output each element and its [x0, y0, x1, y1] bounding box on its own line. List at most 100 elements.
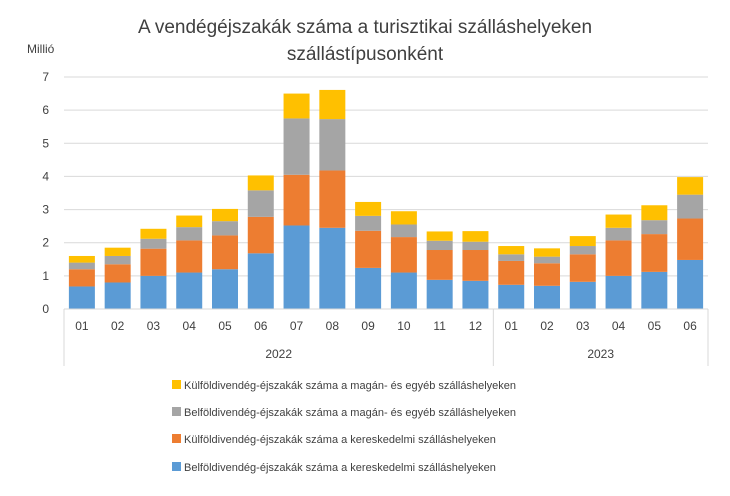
x-group-label: 2022 — [265, 347, 292, 361]
x-tick-label: 01 — [75, 319, 89, 333]
bar-segment-series-2 — [390, 224, 417, 238]
bar-segment-series-0 — [247, 253, 274, 309]
x-tick-label: 07 — [290, 319, 304, 333]
x-tick-label: 12 — [469, 319, 483, 333]
bar-segment-series-3 — [212, 208, 238, 222]
chart-title-line2: szállástípusonként — [287, 44, 444, 65]
x-tick-label: 10 — [397, 319, 411, 333]
bar-segment-series-2 — [104, 255, 131, 265]
bar-segment-series-2 — [355, 215, 382, 231]
bar-segment-series-0 — [355, 267, 382, 309]
x-tick-label: 03 — [576, 319, 590, 333]
bars — [68, 89, 704, 309]
bar-segment-series-0 — [426, 279, 453, 309]
bar-segment-series-2 — [569, 246, 596, 255]
y-tick-label: 1 — [42, 269, 49, 283]
bar-segment-series-0 — [283, 225, 310, 309]
bar-segment-series-2 — [641, 220, 668, 235]
x-tick-label: 05 — [648, 319, 662, 333]
legend-label-series-1: Külföldivendég-éjszakák száma a keresked… — [184, 434, 496, 446]
bar-segment-series-3 — [569, 236, 596, 247]
bar-segment-series-1 — [534, 263, 560, 286]
bar-segment-series-0 — [104, 282, 131, 309]
bar-segment-series-3 — [498, 246, 525, 255]
bar-segment-series-0 — [390, 272, 417, 309]
y-tick-label: 0 — [42, 302, 49, 316]
x-tick-label: 06 — [683, 319, 697, 333]
y-tick-label: 3 — [42, 203, 49, 217]
bar-segment-series-0 — [462, 280, 489, 309]
bar-segment-series-3 — [68, 255, 95, 263]
bar-segment-series-3 — [176, 215, 203, 228]
bar-segment-series-2 — [498, 254, 525, 261]
bar-segment-series-1 — [212, 235, 238, 270]
y-tick-label: 6 — [42, 103, 49, 117]
bar-segment-series-2 — [426, 240, 453, 251]
x-tick-label: 02 — [111, 319, 125, 333]
bar-segment-series-0 — [641, 271, 668, 309]
y-axis-ticks: 0 1 2 3 4 5 6 7 — [42, 70, 49, 316]
bar-segment-series-1 — [68, 269, 95, 287]
bar-segment-series-3 — [462, 231, 489, 242]
bar-segment-series-3 — [355, 201, 382, 216]
bar-segment-series-2 — [176, 227, 203, 241]
bar-segment-series-2 — [605, 227, 632, 241]
legend: Külföldivendég-éjszakák száma a magán- é… — [172, 380, 516, 474]
bar-segment-series-1 — [569, 254, 596, 282]
bar-segment-series-2 — [212, 221, 238, 236]
x-tick-label: 05 — [218, 319, 232, 333]
bar-segment-series-1 — [283, 174, 310, 226]
bar-segment-series-3 — [534, 248, 560, 257]
bar-segment-series-2 — [68, 262, 95, 270]
bar-segment-series-1 — [498, 260, 525, 285]
x-tick-label: 06 — [254, 319, 268, 333]
y-axis-unit-label: Millió — [27, 42, 55, 56]
bar-segment-series-1 — [140, 248, 167, 276]
bar-segment-series-3 — [283, 93, 310, 119]
bar-segment-series-0 — [176, 272, 203, 309]
x-tick-label: 02 — [540, 319, 554, 333]
bar-segment-series-2 — [677, 194, 704, 219]
bar-segment-series-1 — [641, 234, 668, 272]
bar-segment-series-2 — [247, 190, 274, 217]
bar-segment-series-1 — [104, 264, 131, 283]
bar-segment-series-1 — [176, 240, 203, 273]
bar-segment-series-1 — [426, 250, 453, 280]
bar-segment-series-0 — [68, 286, 95, 309]
bar-segment-series-0 — [605, 275, 632, 309]
y-tick-label: 4 — [42, 169, 49, 183]
bar-segment-series-2 — [462, 241, 489, 251]
x-tick-label: 01 — [505, 319, 519, 333]
legend-label-series-3: Külföldivendég-éjszakák száma a magán- é… — [184, 380, 516, 392]
y-tick-label: 2 — [42, 236, 49, 250]
bar-segment-series-1 — [390, 237, 417, 273]
bar-segment-series-3 — [605, 214, 632, 228]
x-tick-label: 08 — [326, 319, 340, 333]
bar-segment-series-0 — [677, 259, 704, 309]
bar-segment-series-0 — [498, 284, 525, 309]
legend-label-series-2: Belföldivendég-éjszakák száma a magán- é… — [184, 407, 516, 419]
bar-segment-series-3 — [390, 211, 417, 225]
bar-segment-series-3 — [319, 89, 346, 120]
x-tick-label: 11 — [433, 319, 446, 333]
x-tick-label: 03 — [147, 319, 161, 333]
bar-segment-series-2 — [140, 238, 167, 249]
legend-swatch-series-1 — [172, 434, 181, 443]
bar-segment-series-1 — [319, 170, 346, 228]
legend-swatch-series-0 — [172, 462, 181, 471]
x-tick-label: 04 — [612, 319, 626, 333]
x-tick-label: 09 — [361, 319, 375, 333]
bar-segment-series-2 — [283, 118, 310, 175]
chart-title-line1: A vendégéjszakák száma a turisztikai szá… — [138, 17, 592, 38]
bar-segment-series-1 — [677, 218, 704, 260]
bar-segment-series-1 — [605, 240, 632, 276]
x-axis: 01 02 03 04 05 06 07 08 09 10 11 12 01 02 03 04 05 06 2022… — [63, 308, 709, 366]
y-tick-label: 5 — [42, 136, 49, 150]
bar-segment-series-3 — [641, 205, 668, 221]
y-tick-label: 7 — [42, 70, 49, 84]
bar-segment-series-3 — [104, 247, 131, 256]
bar-segment-series-1 — [355, 230, 382, 268]
bar-segment-series-2 — [534, 256, 560, 264]
